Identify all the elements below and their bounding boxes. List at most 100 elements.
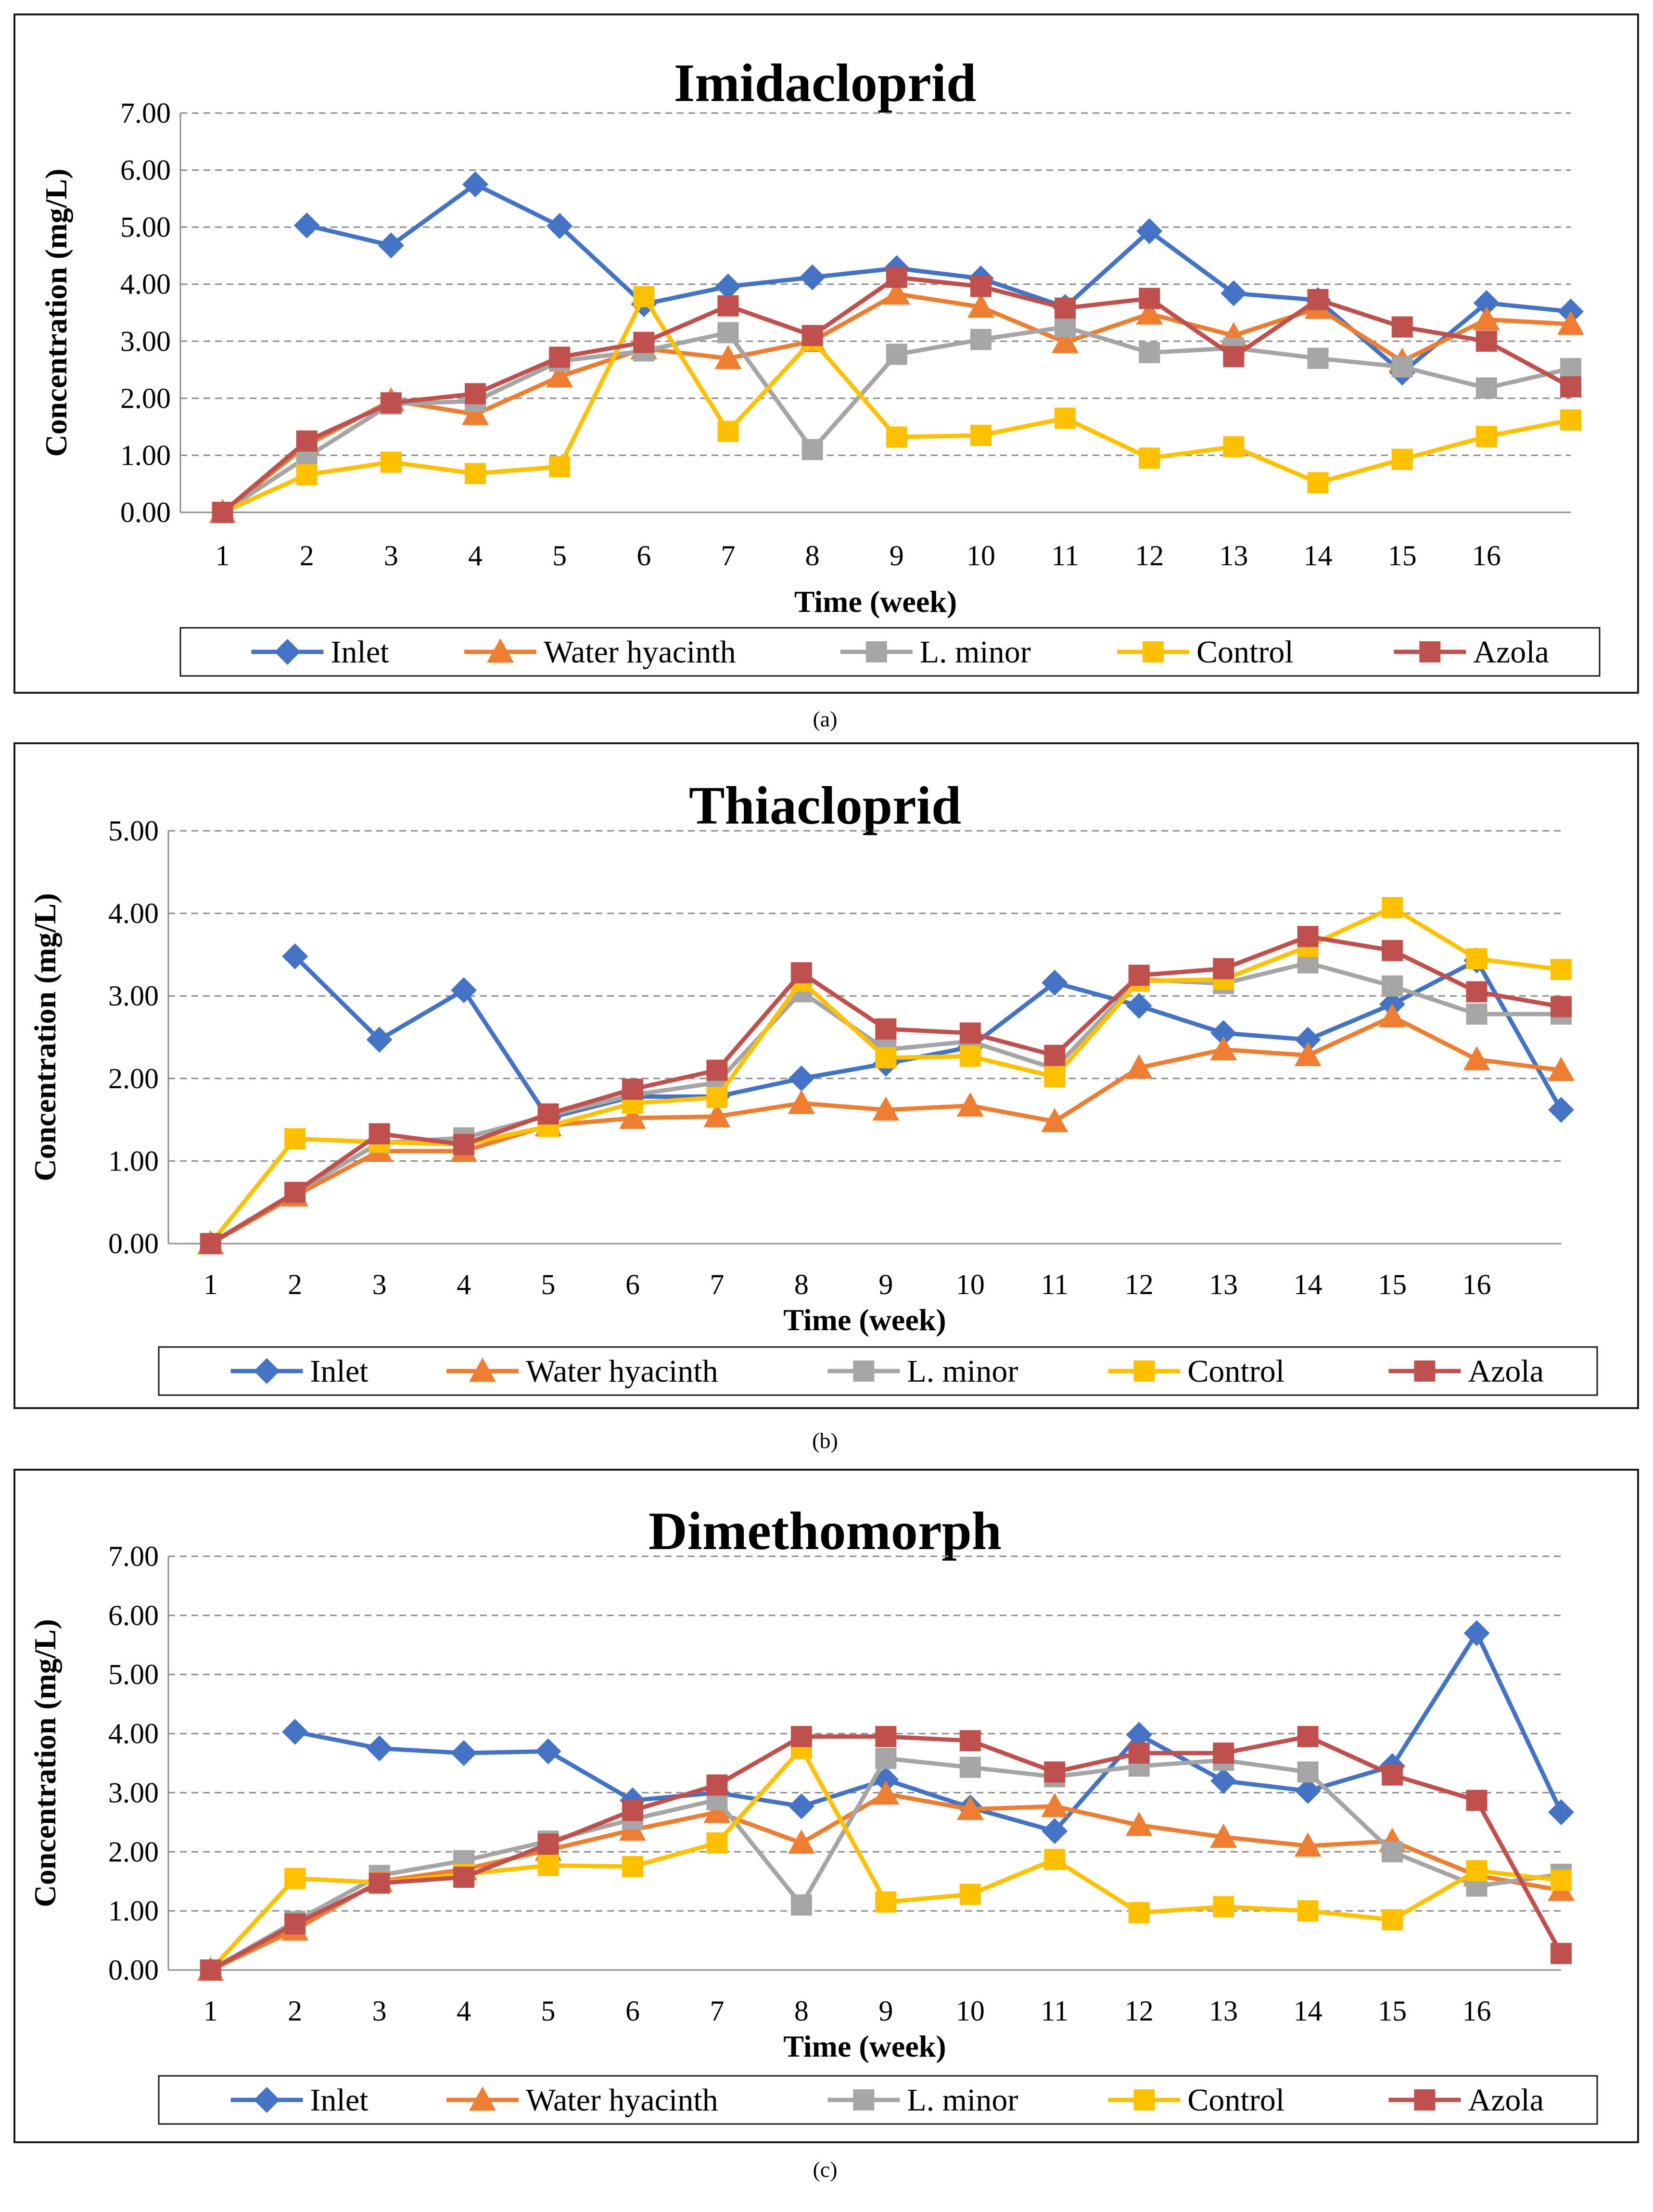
legend-label: Inlet (310, 2083, 369, 2118)
x-tick-label: 10 (956, 1995, 985, 2027)
data-point (1223, 346, 1245, 368)
series-inlet (282, 1620, 1574, 1844)
x-tick-label: 16 (1462, 1269, 1491, 1300)
legend-swatch-marker (254, 2087, 280, 2113)
x-tick-label: 13 (1219, 540, 1248, 572)
data-point (1382, 1909, 1403, 1931)
y-tick-label: 4.00 (108, 1718, 159, 1750)
data-point (1044, 1044, 1066, 1066)
data-point (537, 1103, 559, 1125)
legend-swatch-marker (853, 2089, 875, 2110)
x-axis-label: Time (week) (783, 2029, 946, 2063)
data-point (790, 1894, 812, 1916)
legend-swatch-marker (487, 638, 514, 663)
data-point (1042, 969, 1068, 996)
data-point (875, 1748, 897, 1769)
legend-label: Azola (1473, 635, 1549, 670)
data-point (875, 1726, 897, 1747)
data-point (1391, 316, 1413, 338)
x-tick-label: 15 (1378, 1995, 1407, 2027)
chart-panel-3: Dimethomorph 0.00 1.00 2.00 3.00 4.00 5.00 6.00… (13, 1469, 1639, 2182)
data-point (703, 1103, 731, 1128)
data-point (801, 439, 823, 460)
series-azola (212, 267, 1581, 523)
data-point (959, 1045, 981, 1067)
x-tick-label: 3 (384, 540, 398, 572)
data-point (1223, 436, 1245, 458)
data-point (1473, 290, 1500, 316)
x-tick-label: 12 (1125, 1995, 1154, 2027)
data-point (788, 1090, 815, 1114)
y-tick-label: 3.00 (120, 325, 171, 357)
panel-frame (13, 13, 1639, 694)
data-point (872, 1780, 900, 1805)
data-point (378, 232, 404, 259)
panel-caption: (c) (813, 2157, 837, 2182)
data-point (1044, 1849, 1066, 1870)
x-tick-label: 12 (1125, 1269, 1154, 1300)
series-line (306, 182, 1571, 375)
data-point (284, 1182, 306, 1203)
data-point (200, 1233, 221, 1254)
x-tick-label: 15 (1388, 540, 1417, 572)
data-point (1210, 1767, 1237, 1794)
data-point (1391, 356, 1413, 378)
legend-label: Azola (1468, 1354, 1544, 1389)
data-point (886, 267, 907, 288)
chart-panel-1: Imidacloprid 0.00 1.00 2.00 3.00 4.00 5.00 6.00… (13, 13, 1639, 731)
data-point (622, 1856, 643, 1877)
y-tick-label: 5.00 (108, 815, 159, 847)
panel-caption: (a) (813, 707, 837, 731)
data-point (1475, 377, 1497, 399)
data-point (1307, 347, 1329, 369)
data-point (284, 1868, 306, 1889)
data-point (956, 1795, 984, 1820)
data-point (366, 1735, 393, 1762)
x-tick-label: 8 (794, 1269, 809, 1300)
series-azola (200, 926, 1572, 1254)
x-tick-label: 15 (1378, 1269, 1407, 1300)
x-tick-label: 11 (1041, 1995, 1068, 2027)
data-point (1475, 331, 1497, 352)
data-point (1213, 1742, 1234, 1764)
x-tick-label: 9 (890, 540, 904, 572)
data-point (1548, 1799, 1574, 1825)
data-point (284, 1128, 306, 1150)
legend-swatch-marker (1414, 1360, 1436, 1382)
legend-label: Azola (1468, 2083, 1544, 2118)
x-tick-label: 10 (956, 1269, 985, 1300)
x-tick-label: 11 (1051, 540, 1079, 572)
legend-swatch-marker (254, 1358, 280, 1384)
data-point (1557, 310, 1584, 335)
data-point (1041, 1108, 1068, 1132)
y-tick-label: 0.00 (108, 1954, 159, 1986)
data-point (462, 401, 489, 425)
data-point (1128, 1742, 1150, 1764)
x-tick-label: 9 (878, 1269, 893, 1300)
y-tick-label: 0.00 (120, 496, 171, 528)
x-tick-label: 2 (288, 1995, 302, 2027)
y-tick-label: 7.00 (108, 1540, 159, 1572)
legend-label: Control (1196, 635, 1294, 670)
y-tick-label: 6.00 (120, 154, 171, 186)
data-point (1466, 1860, 1488, 1881)
x-tick-label: 2 (288, 1269, 302, 1300)
data-point (622, 1079, 643, 1100)
data-point (970, 276, 992, 297)
x-tick-label: 12 (1135, 540, 1164, 572)
data-point (453, 1867, 475, 1888)
x-tick-label: 1 (203, 1269, 218, 1300)
data-point (1466, 1003, 1488, 1025)
data-point (535, 1738, 561, 1765)
data-point (366, 1027, 393, 1053)
data-point (284, 1913, 306, 1935)
data-point (1379, 1003, 1406, 1028)
x-tick-label: 4 (468, 540, 483, 572)
y-tick-label: 4.00 (108, 898, 159, 929)
data-point (706, 1059, 728, 1081)
legend-label: Inlet (331, 635, 389, 670)
y-axis-label: Concentration (mg/L) (28, 1619, 62, 1907)
x-tick-label: 7 (710, 1269, 724, 1300)
y-axis-label: Concentration (mg/L) (28, 893, 62, 1181)
